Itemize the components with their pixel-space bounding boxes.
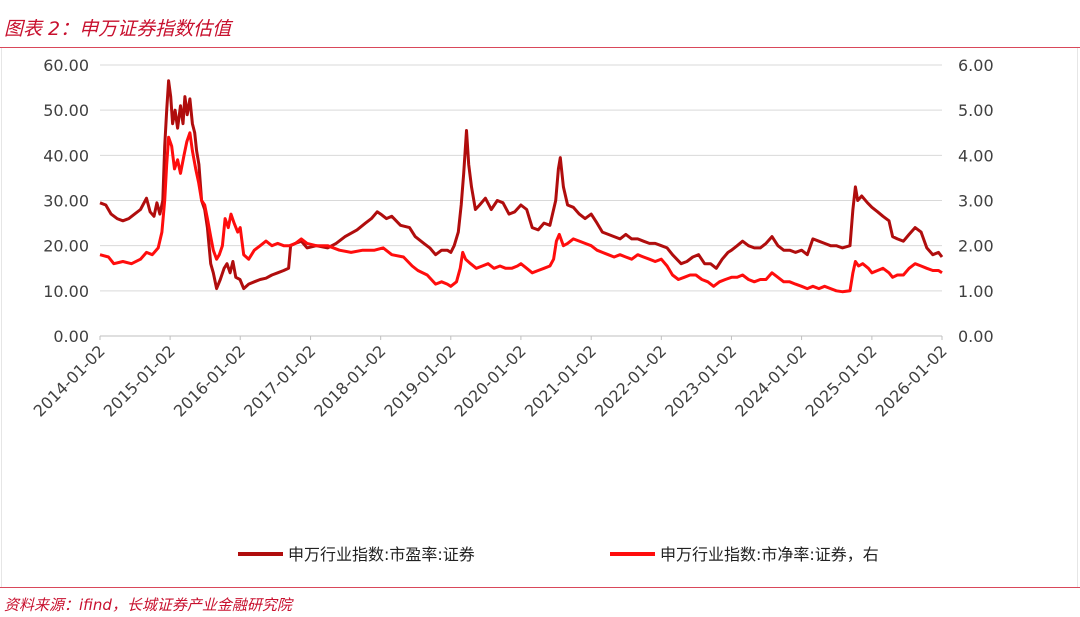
legend: 申万行业指数:市盈率:证券 申万行业指数:市净率:证券，右 — [238, 545, 879, 564]
x-tick-label: 2023-01-02 — [661, 341, 740, 420]
left-axis-ticks: 0.00 10.00 20.00 30.00 40.00 50.00 60.00 — [43, 56, 89, 346]
title-divider — [0, 47, 1080, 48]
right-axis-ticks: 0.00 1.00 2.00 3.00 4.00 5.00 6.00 — [958, 56, 994, 346]
x-tick-label: 2022-01-02 — [591, 341, 670, 420]
right-y-tick-label: 5.00 — [958, 101, 994, 120]
x-tick-label: 2026-01-02 — [872, 341, 951, 420]
x-tick-label: 2025-01-02 — [802, 341, 881, 420]
x-tick-label: 2015-01-02 — [100, 341, 179, 420]
footer-divider — [0, 587, 1080, 588]
right-y-tick-label: 3.00 — [958, 192, 994, 211]
left-y-tick-label: 40.00 — [43, 146, 89, 165]
left-y-tick-label: 10.00 — [43, 282, 89, 301]
x-tick-label: 2019-01-02 — [380, 341, 459, 420]
x-tick-label: 2016-01-02 — [170, 341, 249, 420]
x-tick-label: 2014-01-02 — [30, 341, 109, 420]
series-lines — [99, 79, 944, 294]
chart-frame — [1, 48, 1078, 587]
gridlines — [100, 64, 942, 337]
right-y-tick-label: 1.00 — [958, 282, 994, 301]
x-tick-label: 2017-01-02 — [240, 341, 319, 420]
right-y-tick-label: 2.00 — [958, 237, 994, 256]
left-y-tick-label: 60.00 — [43, 56, 89, 75]
source-note: 资料来源：ifind，长城证券产业金融研究院 — [4, 596, 292, 614]
x-tick-label: 2018-01-02 — [310, 341, 389, 420]
left-y-tick-label: 20.00 — [43, 237, 89, 256]
x-tick-label: 2020-01-02 — [451, 341, 530, 420]
right-y-tick-label: 0.00 — [958, 327, 994, 346]
series-pe-line — [99, 79, 944, 291]
x-tick-label: 2021-01-02 — [521, 341, 600, 420]
legend-label: 申万行业指数:市盈率:证券 — [288, 545, 475, 564]
left-y-tick-label: 0.00 — [53, 327, 89, 346]
x-tick-label: 2024-01-02 — [731, 341, 810, 420]
figure-title: 图表 2：申万证券指数估值 — [4, 18, 232, 40]
left-y-tick-label: 30.00 — [43, 192, 89, 211]
left-y-tick-label: 50.00 — [43, 101, 89, 120]
x-axis-ticks: 2014-01-022015-01-022016-01-022017-01-02… — [30, 335, 951, 421]
legend-label: 申万行业指数:市净率:证券，右 — [660, 545, 879, 564]
right-y-tick-label: 6.00 — [958, 56, 994, 75]
series-pb-line — [99, 131, 943, 294]
right-y-tick-label: 4.00 — [958, 146, 994, 165]
